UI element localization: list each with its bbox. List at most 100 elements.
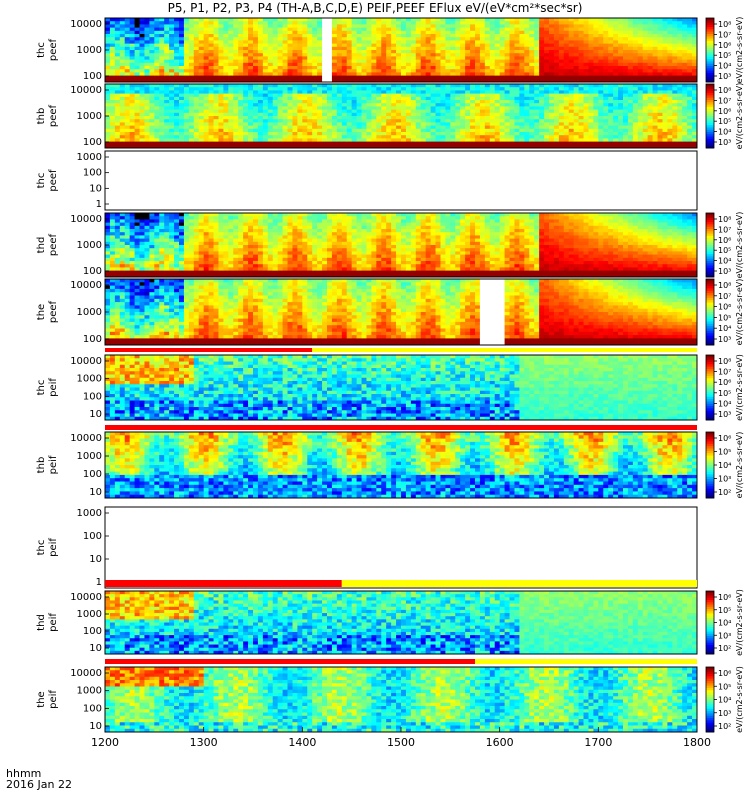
heatmap-cell (415, 75, 422, 80)
heatmap-cell (336, 24, 343, 29)
heatmap-cell (499, 93, 506, 98)
heatmap-cell (188, 106, 195, 111)
heatmap-cell (297, 43, 303, 48)
heatmap-cell (341, 109, 348, 114)
heatmap-cell (302, 103, 308, 107)
heatmap-cell (213, 62, 219, 67)
heatmap-cell (509, 96, 515, 101)
heatmap-cell (257, 87, 264, 91)
heatmap-cell (401, 34, 407, 38)
heatmap-cell (238, 46, 244, 51)
heatmap-cell (257, 141, 264, 146)
heatmap-cell (174, 59, 180, 64)
heatmap-cell (682, 144, 688, 149)
heatmap-cell (504, 144, 511, 149)
heatmap-cell (578, 128, 585, 133)
heatmap-cell (287, 27, 293, 32)
heatmap-cell (460, 59, 466, 64)
heatmap-cell (563, 78, 570, 83)
heatmap-cell (307, 141, 313, 146)
heatmap-cell (667, 103, 673, 107)
heatmap-cell (401, 109, 407, 114)
heatmap-cell (154, 72, 160, 77)
heatmap-cell (233, 43, 239, 48)
heatmap-cell (627, 37, 634, 41)
colorbar-cell (706, 72, 714, 76)
heatmap-cell (282, 53, 289, 57)
colorbar-tick-label: 10³ (718, 72, 731, 81)
heatmap-cell (228, 62, 234, 67)
heatmap-cell (568, 78, 575, 83)
heatmap-cell (287, 72, 293, 77)
heatmap-cell (405, 100, 412, 104)
heatmap-cell (692, 59, 698, 64)
heatmap-cell (642, 37, 649, 41)
heatmap-cell (183, 62, 190, 67)
heatmap-cell (238, 109, 244, 114)
heatmap-cell (114, 46, 121, 51)
heatmap-cell (105, 125, 111, 130)
heatmap-cell (667, 119, 673, 123)
heatmap-cell (361, 18, 367, 22)
heatmap-cell (662, 56, 668, 61)
heatmap-cell (647, 138, 654, 143)
heatmap-cell (253, 96, 259, 101)
heatmap-cell (450, 106, 456, 111)
heatmap-cell (603, 112, 609, 117)
heatmap-cell (356, 69, 363, 73)
heatmap-cell (573, 27, 580, 32)
heatmap-cell (489, 132, 496, 136)
heatmap-cell (129, 116, 136, 120)
heatmap-cell (445, 87, 451, 91)
heatmap-cell (198, 75, 205, 80)
heatmap-cell (618, 30, 624, 35)
heatmap-cell (415, 87, 422, 91)
heatmap-cell (692, 53, 698, 57)
heatmap-cell (341, 112, 348, 117)
heatmap-cell (356, 66, 363, 70)
heatmap-cell (632, 53, 639, 57)
heatmap-cell (272, 122, 279, 127)
heatmap-cell (672, 90, 678, 95)
heatmap-cell (218, 116, 224, 120)
heatmap-cell (164, 132, 170, 136)
heatmap-cell (149, 84, 155, 88)
heatmap-cell (228, 84, 234, 88)
heatmap-cell (588, 135, 594, 139)
heatmap-cell (169, 90, 175, 95)
heatmap-cell (647, 43, 654, 48)
heatmap-cell (322, 72, 328, 77)
heatmap-cell (297, 30, 303, 35)
heatmap-cell (450, 144, 456, 149)
heatmap-cell (218, 100, 224, 104)
heatmap-cell (489, 53, 496, 57)
heatmap-cell (588, 90, 594, 95)
heatmap-cell (144, 100, 150, 104)
heatmap-cell (386, 43, 392, 48)
heatmap-cell (243, 128, 249, 133)
heatmap-cell (534, 141, 540, 146)
heatmap-cell (440, 96, 446, 101)
heatmap-cell (435, 37, 441, 41)
heatmap-cell (568, 46, 575, 51)
heatmap-cell (238, 37, 244, 41)
heatmap-cell (534, 122, 540, 127)
heatmap-cell (489, 75, 496, 80)
heatmap-cell (637, 138, 644, 143)
heatmap-cell (371, 138, 377, 143)
heatmap-cell (203, 96, 210, 101)
heatmap-cell (657, 138, 663, 143)
heatmap-cell (144, 78, 150, 83)
heatmap-cell (598, 112, 604, 117)
heatmap-cell (331, 90, 338, 95)
heatmap-cell (366, 93, 372, 98)
heatmap-cell (445, 93, 451, 98)
heatmap-cell (598, 109, 604, 114)
heatmap-cell (208, 24, 215, 29)
heatmap-cell (558, 46, 565, 51)
heatmap-cell (174, 78, 180, 83)
heatmap-cell (484, 103, 491, 107)
heatmap-cell (499, 96, 506, 101)
heatmap-cell (401, 75, 407, 80)
heatmap-cell (593, 106, 599, 111)
